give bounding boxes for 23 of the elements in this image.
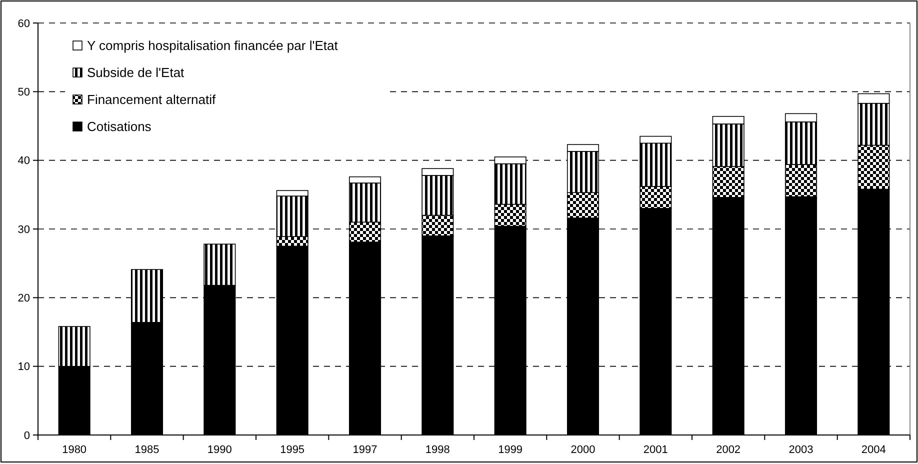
y-tick-label: 30 — [18, 224, 30, 236]
y-tick-label: 20 — [18, 292, 30, 305]
x-tick-label: 1995 — [280, 444, 305, 456]
x-tick-label: 2000 — [570, 444, 596, 456]
x-tick-label: 2002 — [716, 444, 741, 456]
x-tick-label: 2003 — [788, 444, 814, 456]
legend-label: Y compris hospitalisation financée par l'Etat — [87, 38, 338, 54]
x-tick-label: 2001 — [643, 444, 668, 456]
x-tick-label: 1980 — [62, 444, 87, 456]
legend-label: Financement alternatif — [87, 92, 216, 108]
x-tick-label: 1999 — [498, 444, 523, 456]
y-tick-label: 10 — [18, 361, 30, 374]
x-tick-label: 2004 — [861, 444, 886, 456]
y-tick-label: 40 — [18, 155, 30, 168]
x-tick-label: 1990 — [207, 444, 232, 456]
y-tick-label: 50 — [18, 86, 30, 99]
x-tick-label: 1985 — [134, 444, 160, 456]
y-tick-label: 0 — [24, 430, 30, 442]
legend-label: Subside de l'Etat — [87, 65, 185, 80]
legend-label: Cotisations — [87, 119, 152, 134]
x-tick-label: 1997 — [352, 444, 378, 456]
y-tick-label: 60 — [18, 18, 30, 30]
x-tick-label: 1998 — [425, 444, 450, 456]
